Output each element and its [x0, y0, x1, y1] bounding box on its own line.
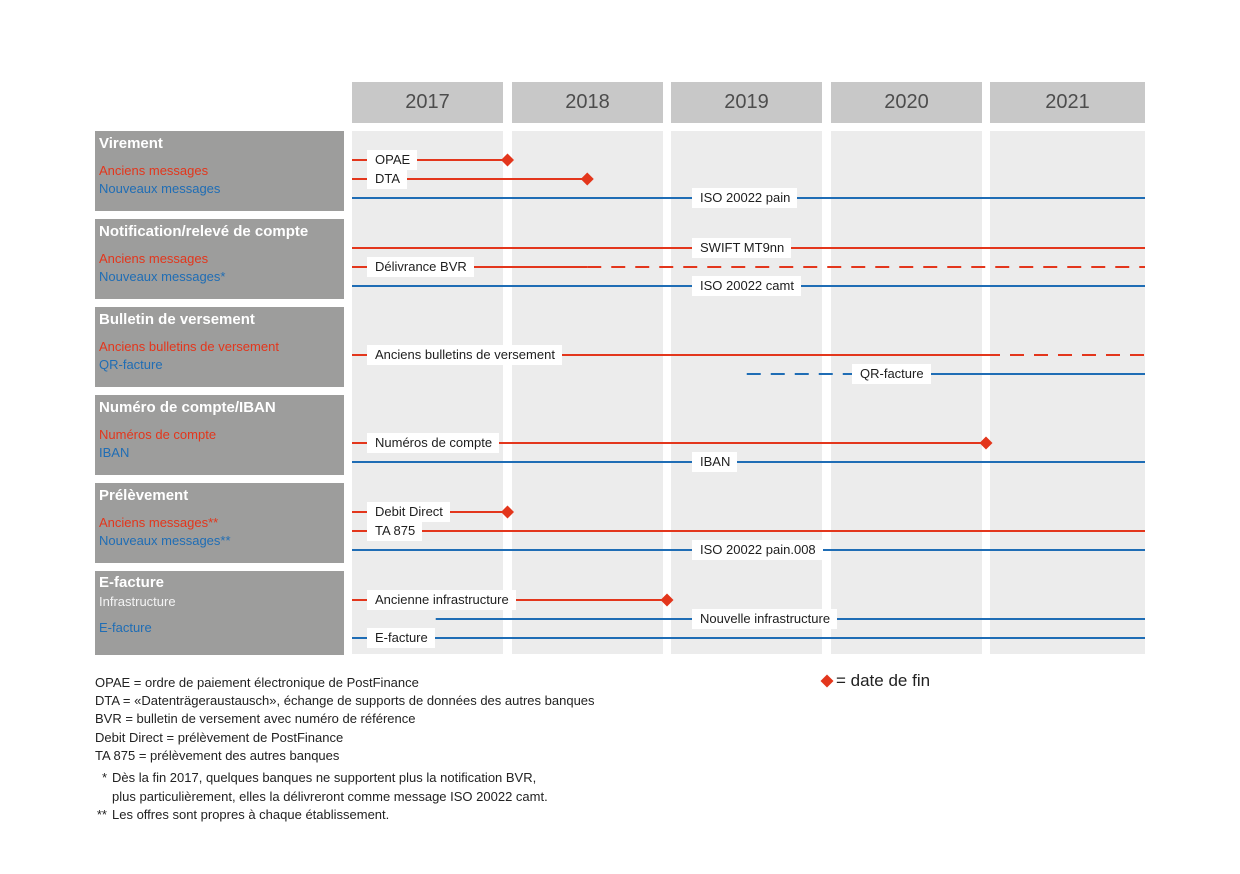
footnotes: * Dès la fin 2017, quelques banques ne s…	[95, 769, 548, 825]
end-date-marker-dta	[580, 172, 594, 186]
category-new-label: Nouveaux messages*	[99, 269, 226, 284]
end-date-marker-numeros-de-compte	[979, 436, 993, 450]
footnote-definition: Debit Direct = prélèvement de PostFinanc…	[95, 729, 344, 745]
bar-label-iso-20022-camt: ISO 20022 camt	[692, 276, 801, 296]
category-numero-de-compte-iban: Numéro de compte/IBAN Numéros de compte …	[95, 395, 344, 475]
category-virement: Virement Anciens messages Nouveaux messa…	[95, 131, 344, 211]
category-old-label: Anciens messages**	[99, 515, 219, 530]
bar-label-numeros-de-compte: Numéros de compte	[367, 433, 500, 453]
category-new-label: QR-facture	[99, 357, 163, 372]
footnote-definition: TA 875 = prélèvement des autres banques	[95, 747, 340, 763]
bar-label-qr-facture: QR-facture	[852, 364, 931, 384]
bar-label-ta-875: TA 875	[367, 521, 423, 541]
bar-label-delivrance-bvr: Délivrance BVR	[367, 257, 474, 277]
end-date-marker-opae	[501, 153, 514, 167]
category-title: E-facture	[99, 574, 165, 591]
footnote-definition: DTA = «Datenträgeraustausch», échange de…	[95, 693, 595, 709]
year-header-2018: 2018	[512, 82, 663, 123]
year-header-2019: 2019	[671, 82, 822, 123]
category-title: Prélèvement	[99, 487, 189, 504]
bar-label-swift-mt9nn: SWIFT MT9nn	[692, 238, 792, 258]
footnote-text: Les offres sont propres à chaque établis…	[112, 807, 390, 822]
category-new-label: IBAN	[99, 445, 130, 460]
year-header-2017: 2017	[352, 82, 503, 123]
diamond-shape	[820, 674, 834, 688]
category-new-label: Nouveaux messages**	[99, 533, 231, 548]
abbreviation-definitions: OPAE = ordre de paiement électronique de…	[95, 674, 595, 765]
bar-label-debit-direct: Debit Direct	[367, 502, 450, 522]
footnote-marker: **	[96, 807, 107, 822]
bar-label-dta: DTA	[367, 169, 408, 189]
footnote-marker: *	[101, 770, 107, 785]
bar-label-iso-20022-pain: ISO 20022 pain	[692, 188, 798, 208]
year-column-2017	[352, 131, 503, 654]
legend-label: = date de fin	[836, 671, 931, 690]
footnote-definition: OPAE = ordre de paiement électronique de…	[95, 675, 419, 690]
bar-label-opae: OPAE	[367, 150, 418, 170]
end-date-marker-debit-direct	[501, 505, 514, 519]
year-header-2021: 2021	[990, 82, 1145, 123]
category-infrastructure-label: Infrastructure	[99, 594, 176, 609]
bar-label-iban: IBAN	[692, 452, 738, 472]
end-date-diamond-icon	[820, 674, 834, 688]
category-new-label: E-facture	[99, 620, 152, 635]
category-new-label: Nouveaux messages	[99, 181, 221, 196]
category-old-label: Anciens messages	[99, 251, 209, 266]
category-notification: Notification/relevé de compte Anciens me…	[95, 219, 344, 299]
category-title: Virement	[99, 135, 163, 152]
year-column-2019	[671, 131, 822, 654]
year-column-2018	[512, 131, 663, 654]
footnote-note: * Dès la fin 2017, quelques banques ne s…	[95, 769, 548, 806]
bar-label-iso-20022-pain-008: ISO 20022 pain.008	[692, 540, 823, 560]
bar-label-e-facture: E-facture	[367, 628, 435, 648]
end-date-marker-ancienne-infrastructure	[660, 593, 674, 607]
category-title: Notification/relevé de compte	[99, 223, 309, 240]
bar-label-ancienne-infrastructure: Ancienne infrastructure	[367, 590, 516, 610]
category-title: Numéro de compte/IBAN	[99, 399, 276, 416]
footnote-text: Dès la fin 2017, quelques banques ne sup…	[112, 770, 537, 785]
year-header-2020: 2020	[831, 82, 982, 123]
footnote-text: plus particulièrement, elles la délivrer…	[112, 788, 548, 804]
year-column-2020	[831, 131, 982, 654]
category-old-label: Numéros de compte	[99, 427, 217, 442]
bar-label-nouvelle-infrastructure: Nouvelle infrastructure	[692, 609, 838, 629]
category-old-label: Anciens messages	[99, 163, 209, 178]
bar-label-anciens-bulletins: Anciens bulletins de versement	[367, 345, 562, 365]
category-title: Bulletin de versement	[99, 311, 255, 328]
category-e-facture: E-facture Infrastructure E-facture	[95, 571, 344, 655]
year-column-2021	[990, 131, 1145, 654]
footnote-note: ** Les offres sont propres à chaque étab…	[95, 806, 548, 825]
category-prelevement: Prélèvement Anciens messages** Nouveaux …	[95, 483, 344, 563]
footnote-definition: BVR = bulletin de versement avec numéro …	[95, 711, 416, 727]
category-bulletin-de-versement: Bulletin de versement Anciens bulletins …	[95, 307, 344, 387]
category-old-label: Anciens bulletins de versement	[99, 339, 279, 354]
